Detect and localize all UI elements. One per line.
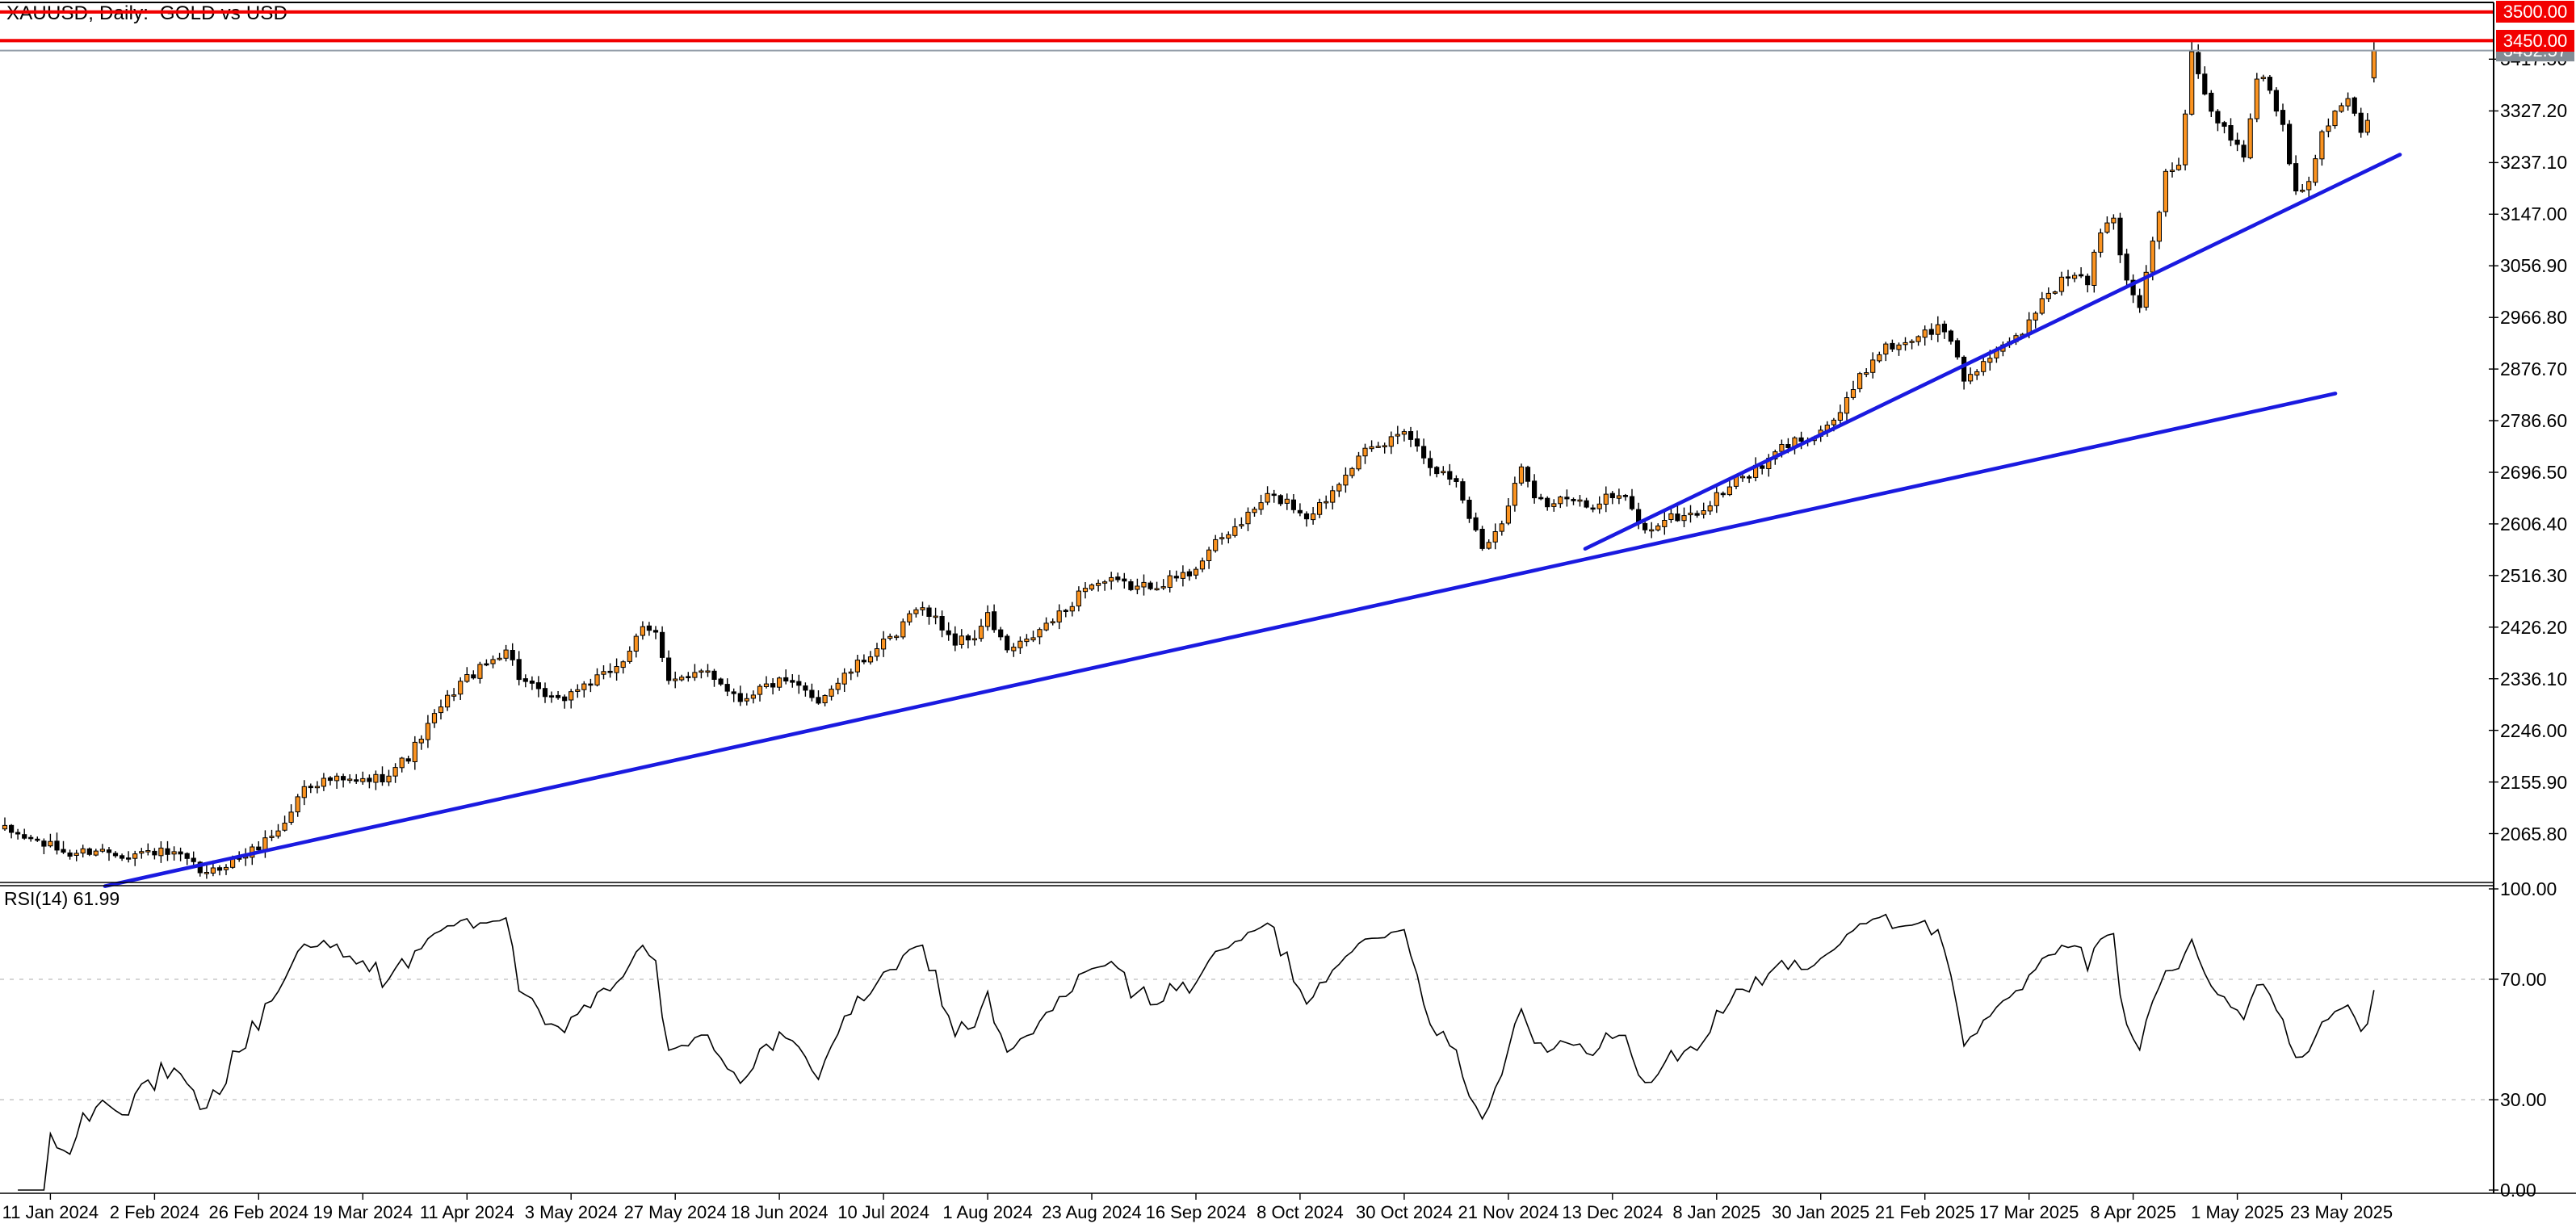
price-axis-label: 2065.80 <box>2500 823 2568 845</box>
trendline-1 <box>103 392 2338 888</box>
date-axis-label: 30 Oct 2024 <box>1355 1202 1453 1222</box>
date-axis-label: 3 May 2024 <box>524 1202 618 1222</box>
price-axis-label: 2426.20 <box>2500 616 2568 638</box>
date-axis-label: 19 Mar 2024 <box>313 1202 413 1222</box>
rsi-axis-label: 70.00 <box>2500 968 2547 990</box>
candle-wicks <box>4 41 2375 879</box>
date-axis-label: 8 Apr 2025 <box>2090 1202 2176 1222</box>
price-axis-label: 3327.20 <box>2500 100 2568 122</box>
date-axis-label: 18 Jun 2024 <box>730 1202 829 1222</box>
date-axis-label: 11 Apr 2024 <box>419 1202 514 1222</box>
date-axis-label: 10 Jul 2024 <box>837 1202 929 1222</box>
price-axis-label: 2966.80 <box>2500 307 2568 329</box>
date-axis-label: 8 Jan 2025 <box>1672 1202 1761 1222</box>
hline-badge-3450[interactable]: 3450.00 <box>2496 29 2574 52</box>
trendline-2 <box>1583 153 2402 551</box>
price-axis-label: 2786.60 <box>2500 410 2568 432</box>
price-axis-label: 2516.30 <box>2500 564 2568 586</box>
date-axis-label: 23 May 2025 <box>2289 1202 2393 1222</box>
price-axis-label: 3056.90 <box>2500 255 2568 277</box>
date-axis-label: 13 Dec 2024 <box>1562 1202 1663 1222</box>
rsi-indicator-label: RSI(14) 61.99 <box>4 888 120 909</box>
date-axis-label: 26 Feb 2024 <box>208 1202 309 1222</box>
hline-badge-3500[interactable]: 3500.00 <box>2496 1 2574 23</box>
date-axis-label: 21 Feb 2025 <box>1874 1202 1975 1222</box>
price-axis-label: 2606.40 <box>2500 513 2568 534</box>
price-axis-label: 3147.00 <box>2500 203 2568 225</box>
date-axis-label: 8 Oct 2024 <box>1257 1202 1344 1222</box>
date-axis-label: 16 Sep 2024 <box>1145 1202 1247 1222</box>
date-axis-label: 23 Aug 2024 <box>1042 1202 1142 1222</box>
rsi-axis-label: 0.00 <box>2500 1180 2536 1201</box>
price-axis-label: 2876.70 <box>2500 358 2568 380</box>
price-axis-label: 2696.50 <box>2500 461 2568 483</box>
date-axis-label: 17 Mar 2025 <box>1978 1202 2079 1222</box>
price-axis-label: 2155.90 <box>2500 771 2568 793</box>
candle-bodies <box>2 50 2377 874</box>
date-axis-label: 2 Feb 2024 <box>109 1202 200 1222</box>
date-axis-label: 11 Jan 2024 <box>2 1202 99 1222</box>
date-axis-label: 27 May 2024 <box>623 1202 727 1222</box>
price-axis-label: 3237.10 <box>2500 152 2568 174</box>
rsi-axis-label: 30.00 <box>2500 1089 2547 1111</box>
date-axis-label: 30 Jan 2025 <box>1772 1202 1870 1222</box>
rsi-axis-label: 100.00 <box>2500 878 2557 899</box>
date-axis-label: 21 Nov 2024 <box>1458 1202 1559 1222</box>
price-axis-label: 2246.00 <box>2500 719 2568 741</box>
date-axis-label: 1 Aug 2024 <box>942 1202 1033 1222</box>
price-axis-label: 2336.10 <box>2500 668 2568 689</box>
date-axis-label: 1 May 2025 <box>2191 1202 2284 1222</box>
rsi-line <box>18 913 2375 1191</box>
